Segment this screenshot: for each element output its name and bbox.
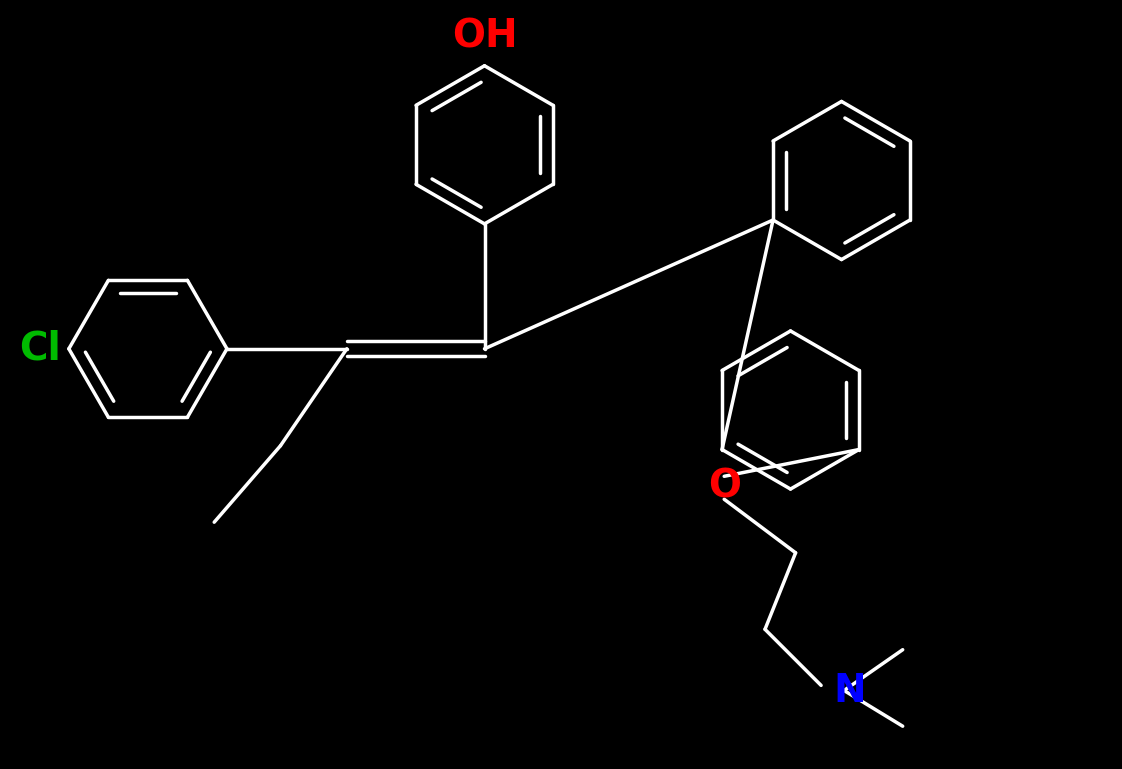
Text: N: N	[834, 671, 866, 710]
Text: O: O	[708, 468, 741, 505]
Text: OH: OH	[452, 18, 517, 55]
Text: Cl: Cl	[19, 330, 62, 368]
